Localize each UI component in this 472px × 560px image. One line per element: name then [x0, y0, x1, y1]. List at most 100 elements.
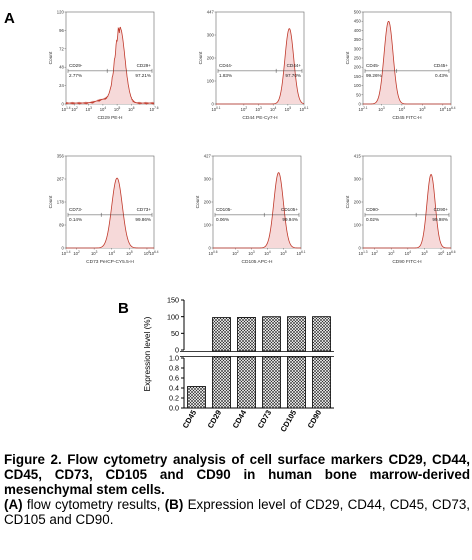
- hist3-xtick-3: 104: [109, 250, 116, 256]
- hist2-ytick-1: 50: [356, 92, 361, 97]
- hist4-xtick-4: 105: [280, 250, 287, 256]
- hist2-xtick-2: 104: [399, 106, 406, 112]
- histogram-cd73: Count 0 89 178 267 356 101.4 102 103 104 105 106 106…: [48, 152, 159, 269]
- bar-label-cd29: CD29: [206, 409, 224, 430]
- hist1-xtick-2: 103: [255, 106, 262, 112]
- hist3-xtick-2: 103: [91, 250, 98, 256]
- hist5-gate-pos-pct: 99.98%: [432, 217, 448, 222]
- bar-cd105-upper: [287, 316, 306, 352]
- bar-cd90-upper: [312, 316, 331, 352]
- hist1-xtick-0: 100.1: [211, 106, 220, 112]
- hist3-gate-neg-label: CD73-: [69, 207, 83, 212]
- bar-cd29-upper: [212, 317, 231, 352]
- hist3-gate-neg-pct: 0.14%: [69, 217, 82, 222]
- bar-ytick-upper-0: 150: [167, 296, 179, 305]
- hist4-gate-neg-pct: 0.06%: [216, 217, 229, 222]
- hist4-fill: [213, 172, 301, 248]
- caption-title: Figure 2. Flow cytometry analysis of cel…: [4, 452, 470, 497]
- hist4-gate-pos-label: CD105+: [281, 207, 298, 212]
- hist1-xlabel: CD44 PE-Cy7-H: [242, 115, 278, 121]
- bar-ytick-upper-2: 50: [171, 329, 179, 338]
- hist0-gate-neg-label: CD29-: [69, 63, 83, 68]
- histogram-cd90-svg: Count 0 100 200 300 415 101.3 102 103 104 105 106 10…: [345, 154, 456, 266]
- hist5-xtick-6: 106.6: [446, 250, 455, 256]
- hist5-xlabel: CD90 FITC-H: [392, 259, 422, 265]
- hist2-xtick-1: 103: [378, 106, 385, 112]
- hist5-xtick-1: 102: [371, 250, 378, 256]
- hist2-frame: [362, 11, 452, 105]
- caption-ref-a: (A): [4, 497, 23, 512]
- hist3-ytick-4: 356: [57, 154, 65, 159]
- hist1-ylabel: Count: [198, 51, 204, 64]
- bar-ytick-lower-3: 0.4: [169, 384, 179, 393]
- bar-cd105-lower: [287, 356, 306, 409]
- hist0-xtick-5: 106: [128, 106, 135, 112]
- histogram-cd90: Count 0 100 200 300 415 101.3 102 103 104 105 106 10…: [345, 152, 456, 269]
- bar-cd90-lower: [312, 356, 331, 409]
- hist3-curve: [66, 177, 154, 249]
- bar-label-cd90: CD90: [306, 409, 324, 430]
- bar-cd44-upper: [237, 317, 256, 352]
- histogram-cd105: Count 0 100 200 300 427 100.6 102 103 104 105 106.1…: [195, 152, 306, 269]
- hist4-ytick-1: 100: [204, 223, 212, 228]
- hist4-curve: [213, 172, 301, 249]
- hist3-xtick-1: 102: [73, 250, 80, 256]
- hist5-ytick-3: 300: [354, 177, 362, 182]
- hist2-xtick-0: 102.1: [358, 106, 367, 112]
- hist2-gate-pos-pct: 0.43%: [435, 73, 448, 78]
- hist0-ytick-0: 0: [61, 102, 64, 107]
- hist5-gate-neg-label: CD90-: [366, 207, 380, 212]
- hist4-xlabel: CD105 APC-H: [242, 259, 273, 265]
- hist2-ytick-9: 450: [354, 19, 362, 24]
- hist2-ytick-5: 250: [354, 56, 362, 61]
- figure-caption: Figure 2. Flow cytometry analysis of cel…: [4, 452, 470, 527]
- hist1-gate-pos-pct: 97.70%: [285, 73, 301, 78]
- caption-body: (A) flow cytometry results, (B) Expressi…: [4, 497, 470, 527]
- bar-ytick-lower-2: 0.6: [169, 374, 179, 383]
- bar-cd73-lower: [262, 356, 281, 409]
- hist3-xtick-0: 101.4: [61, 250, 70, 256]
- hist3-ytick-3: 267: [57, 177, 65, 182]
- hist2-gate-neg-label: CD45-: [366, 63, 380, 68]
- hist0-gate-pos-label: CD29+: [137, 63, 152, 68]
- hist0-ytick-5: 120: [57, 10, 65, 15]
- hist0-curve: [65, 26, 155, 106]
- hist0-xtick-1: 102: [71, 106, 78, 112]
- hist0-xtick-2: 103: [85, 106, 92, 112]
- hist0-ytick-4: 96: [59, 28, 64, 33]
- hist5-ylabel: Count: [345, 195, 351, 208]
- hist3-ylabel: Count: [48, 195, 54, 208]
- hist1-ytick-4: 447: [207, 10, 215, 15]
- hist2-ytick-10: 500: [354, 10, 362, 15]
- hist1-ytick-2: 200: [207, 56, 215, 61]
- hist4-ytick-2: 200: [204, 200, 212, 205]
- hist3-xtick-6: 106.4: [149, 250, 158, 256]
- hist1-gate-neg-pct: 1.83%: [219, 73, 232, 78]
- hist2-curve: [363, 20, 451, 105]
- hist4-ytick-0: 0: [208, 246, 211, 251]
- hist2-ytick-0: 0: [358, 102, 361, 107]
- bar-label-cd44: CD44: [231, 408, 249, 430]
- histogram-cd44: Count 0 100 200 300 447 100.1 102 103 104 105 106.1…: [198, 8, 309, 125]
- caption-text-a: flow cytometry results,: [22, 497, 165, 512]
- expression-bar-chart-svg: Expression level (%)1501005001.00.80.60.…: [143, 296, 336, 433]
- hist3-xlabel: CD73 PerCP-CY5.5-H: [86, 259, 134, 265]
- bar-axis-break-gap: [180, 351, 336, 357]
- hist0-xlabel: CD29 PE-H: [97, 115, 123, 121]
- bar-cd29-lower: [212, 356, 231, 409]
- hist3-ytick-1: 89: [59, 223, 64, 228]
- hist1-xtick-4: 105: [285, 106, 292, 112]
- hist1-gate-neg-label: CD44-: [219, 63, 233, 68]
- hist5-xtick-5: 106: [438, 250, 445, 256]
- bar-cd44-lower: [237, 356, 256, 409]
- bar-label-cd45: CD45: [181, 408, 199, 430]
- hist5-xtick-0: 101.3: [358, 250, 367, 256]
- histogram-cd44-svg: Count 0 100 200 300 447 100.1 102 103 104 105 106.1…: [198, 10, 309, 122]
- hist1-xtick-5: 106.1: [299, 106, 308, 112]
- hist2-ytick-8: 400: [354, 28, 362, 33]
- bar-ytick-upper-3: 0: [175, 346, 179, 355]
- hist0-xtick-6: 107.6: [149, 106, 158, 112]
- hist4-ytick-3: 300: [204, 177, 212, 182]
- hist5-gate-pos-label: CD90+: [434, 207, 449, 212]
- hist0-xtick-3: 104: [100, 106, 107, 112]
